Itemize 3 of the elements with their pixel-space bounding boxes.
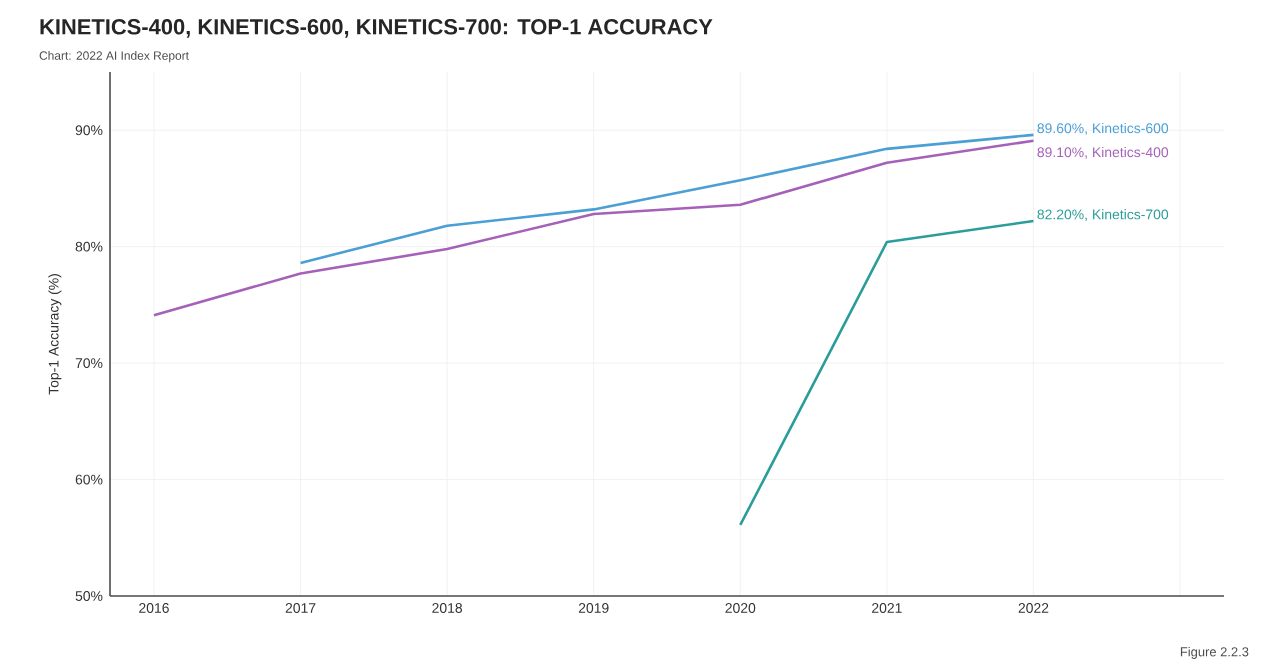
line-series (152, 139, 1035, 317)
chart-title: KINETICS-400, KINETICS-600, KINETICS-700: TOP-1 ACCURACY (40, 19, 713, 38)
line-series (299, 133, 1035, 265)
